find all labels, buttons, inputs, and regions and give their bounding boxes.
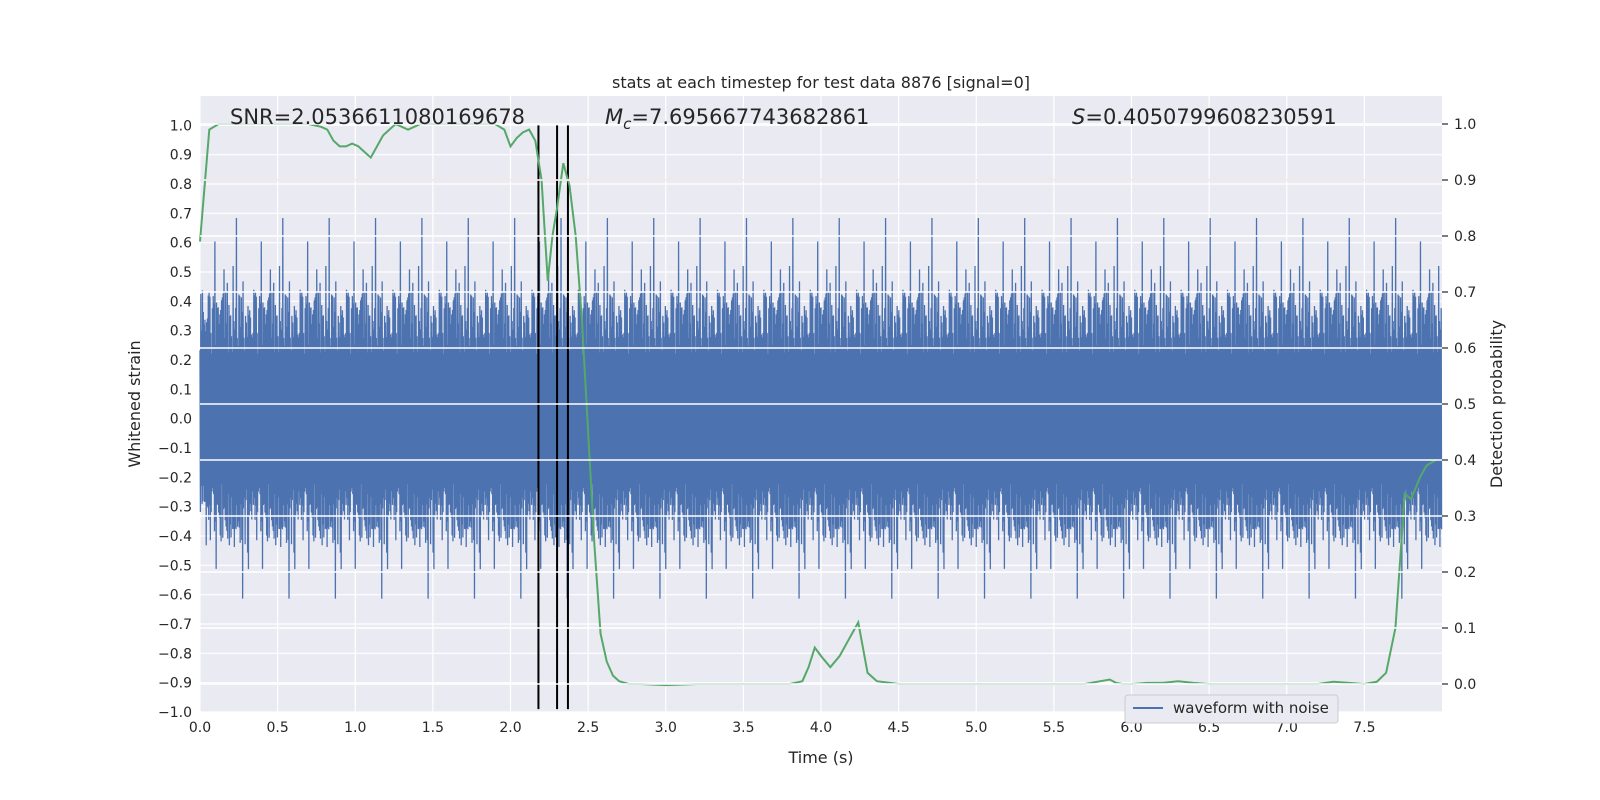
y-tick-label: −0.2	[158, 470, 192, 486]
x-tick-label: 4.5	[887, 720, 909, 736]
y-tick-label: 0.6	[170, 236, 192, 252]
s-annotation: S=0.4050799608230591	[1072, 105, 1337, 129]
legend-label: waveform with noise	[1173, 699, 1329, 717]
y-tick-label: −0.3	[158, 500, 192, 516]
y2-tick-label: 0.7	[1454, 285, 1476, 301]
y-tick-label: 0.4	[170, 294, 192, 310]
x-tick-label: 1.0	[344, 720, 366, 736]
left-tick-labels: −1.0 −0.9 −0.8 −0.7 −0.6 −0.5 −0.4 −0.3 −0.2 −0.1…	[158, 118, 192, 721]
y-tick-label: −1.0	[158, 705, 192, 721]
x-tick-label: 3.0	[655, 720, 677, 736]
chart-title: stats at each timestep for test data 887…	[612, 73, 1030, 92]
chirp-mass-annotation: Mc=7.695667743682861	[605, 105, 869, 133]
y-tick-label: 0.8	[170, 177, 192, 193]
y2-tick-label: 0.2	[1454, 565, 1476, 581]
x-tick-label: 3.5	[732, 720, 754, 736]
chirp-mass-subscript: c	[623, 115, 632, 133]
y-tick-label: 0.7	[170, 206, 192, 222]
y-tick-label: 0.2	[170, 353, 192, 369]
y2-axis-label: Detection probability	[1487, 320, 1506, 488]
chirp-mass-value: =7.695667743682861	[631, 105, 869, 129]
y-tick-label: 0.0	[170, 412, 192, 428]
y2-tick-label: 0.0	[1454, 677, 1476, 693]
y2-tick-label: 0.1	[1454, 621, 1476, 637]
chirp-mass-symbol: M	[605, 105, 623, 129]
probability-line	[199, 122, 1437, 687]
x-tick-label: 2.0	[499, 720, 521, 736]
x-axis-label: Time (s)	[787, 748, 853, 767]
s-symbol: S	[1072, 105, 1085, 129]
legend-box	[1124, 694, 1339, 724]
y2-tick-label: 0.4	[1454, 453, 1476, 469]
x-tick-labels: 0.0 0.5 1.0 1.5 2.0 2.5 3.0 3.5 4.0 4.5 5.0 5.5 6.0 6…	[189, 720, 1376, 736]
x-tick-label: 6.0	[1120, 720, 1142, 736]
y2-tick-label: 0.3	[1454, 509, 1476, 525]
x-tick-label: 0.0	[189, 720, 211, 736]
y-tick-label: 0.1	[170, 382, 192, 398]
y-tick-label: −0.7	[158, 617, 192, 633]
y-tick-label: 0.5	[170, 265, 192, 281]
s-value: =0.4050799608230591	[1085, 105, 1336, 129]
y2-tick-label: 1.0	[1454, 117, 1476, 133]
y2-tick-label: 0.6	[1454, 341, 1476, 357]
y2-tick-label: 0.8	[1454, 229, 1476, 245]
y-axis-label: Whitened strain	[125, 340, 144, 467]
x-tick-label: 5.5	[1043, 720, 1065, 736]
y2-tick-label: 0.5	[1454, 397, 1476, 413]
y-tick-label: −0.6	[158, 588, 192, 604]
x-tick-label: 0.5	[266, 720, 288, 736]
y-tick-label: −0.4	[158, 529, 192, 545]
x-tick-label: 5.0	[965, 720, 987, 736]
y2-tick-label: 0.9	[1454, 173, 1476, 189]
y-tick-label: 1.0	[170, 118, 192, 134]
snr-annotation: SNR=2.0536611080169678	[230, 105, 525, 129]
marker-lines	[537, 125, 569, 710]
y-tick-label: −0.8	[158, 646, 192, 662]
y-tick-label: 0.9	[170, 148, 192, 164]
overlay-grid-lines	[200, 123, 1442, 685]
x-tick-label: 7.5	[1353, 720, 1375, 736]
right-tick-labels: 0.0 0.1 0.2 0.3 0.4 0.5 0.6 0.7 0.8 0.9 1.0	[1442, 117, 1476, 693]
y-tick-label: −0.5	[158, 558, 192, 574]
y-tick-label: 0.3	[170, 324, 192, 340]
x-tick-label: 7.0	[1276, 720, 1298, 736]
x-tick-label: 6.5	[1198, 720, 1220, 736]
noise-waveform	[199, 218, 1443, 599]
legend: waveform with noise	[1124, 694, 1339, 724]
x-tick-label: 1.5	[422, 720, 444, 736]
y-tick-label: −0.9	[158, 676, 192, 692]
x-tick-label: 2.5	[577, 720, 599, 736]
noise-series	[199, 218, 1443, 599]
x-tick-label: 4.0	[810, 720, 832, 736]
y-tick-label: −0.1	[158, 441, 192, 457]
